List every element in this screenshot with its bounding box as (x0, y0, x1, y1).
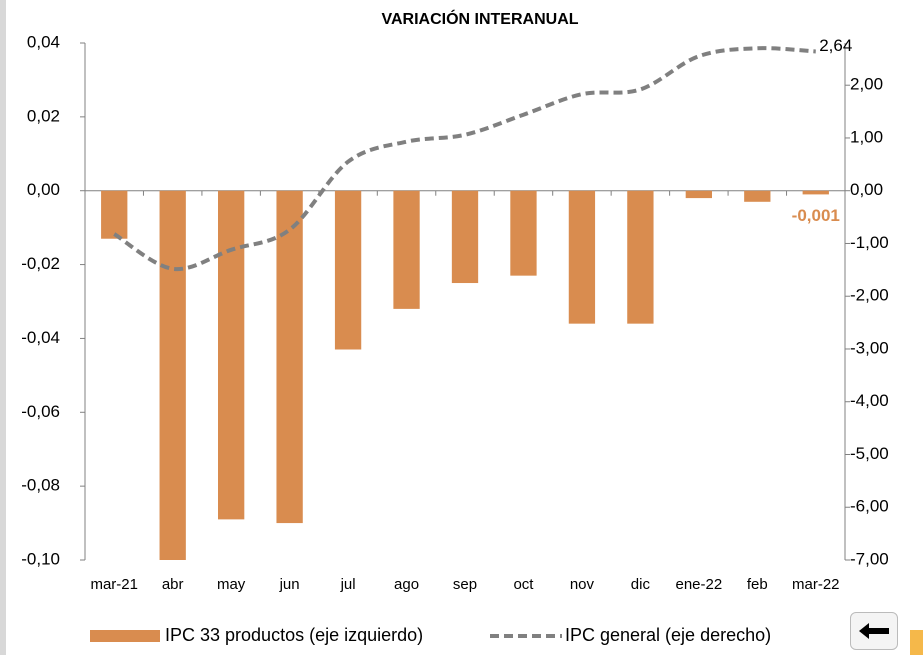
y2-tick-label: -1,00 (850, 233, 889, 252)
y-tick-label: -0,06 (21, 402, 60, 421)
y2-tick-label: 1,00 (850, 127, 883, 146)
x-tick-label: jul (340, 576, 356, 593)
x-tick-label: feb (747, 576, 768, 593)
back-button[interactable] (850, 612, 898, 650)
x-tick-label: mar-21 (90, 576, 138, 593)
x-tick-label: mar-22 (792, 576, 840, 593)
x-tick-label: may (217, 576, 246, 593)
y-tick-label: 0,00 (27, 180, 60, 199)
bar (451, 190, 479, 284)
y-tick-label: 0,04 (27, 32, 60, 51)
x-tick-label: ago (394, 576, 419, 593)
side-strip (0, 0, 6, 655)
y2-tick-label: -6,00 (850, 497, 889, 516)
bar (802, 190, 829, 195)
y-tick-label: -0,08 (21, 476, 60, 495)
back-arrow (859, 623, 889, 639)
y2-tick-label: -5,00 (850, 444, 889, 463)
y2-tick-label: -3,00 (850, 338, 889, 357)
data-label: -0,001 (792, 206, 840, 225)
bar (101, 190, 128, 239)
line (113, 46, 816, 272)
decoration (910, 630, 923, 655)
y2-tick-label: 0,00 (850, 180, 883, 199)
y2-tick-label: 2,00 (850, 75, 883, 94)
x-tick-label: jun (279, 576, 300, 593)
chart-title: VARIACIÓN INTERANUAL (381, 9, 578, 28)
y2-tick-label: -2,00 (850, 286, 889, 305)
y-tick-label: 0,02 (27, 106, 60, 125)
bar (685, 190, 712, 199)
bar (276, 190, 303, 524)
bar (568, 190, 596, 324)
bar (744, 190, 771, 202)
x-tick-label: ene-22 (675, 576, 722, 593)
bar (159, 190, 186, 560)
y2-tick-label: -7,00 (850, 549, 889, 568)
data-label: 2,64 (819, 36, 852, 55)
y2-tick-label: -4,00 (850, 391, 889, 410)
x-tick-label: nov (570, 576, 595, 593)
legend-label: IPC general (eje derecho) (565, 625, 771, 645)
bar (393, 190, 420, 309)
legend-swatch (90, 630, 160, 642)
y-tick-label: -0,04 (21, 328, 60, 347)
y-tick-label: -0,10 (21, 549, 60, 568)
x-tick-label: oct (513, 576, 534, 593)
legend-label: IPC 33 productos (eje izquierdo) (165, 625, 423, 645)
x-tick-label: dic (631, 576, 651, 593)
bar (334, 190, 362, 350)
bar (218, 190, 245, 520)
y-tick-label: -0,02 (21, 254, 60, 273)
x-tick-label: abr (162, 576, 184, 593)
bar (627, 190, 654, 324)
x-tick-label: sep (453, 576, 477, 593)
bar (510, 190, 537, 276)
